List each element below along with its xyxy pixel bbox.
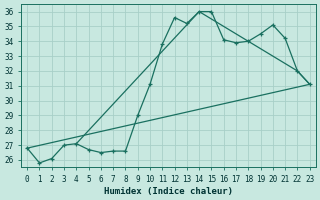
X-axis label: Humidex (Indice chaleur): Humidex (Indice chaleur) xyxy=(104,187,233,196)
